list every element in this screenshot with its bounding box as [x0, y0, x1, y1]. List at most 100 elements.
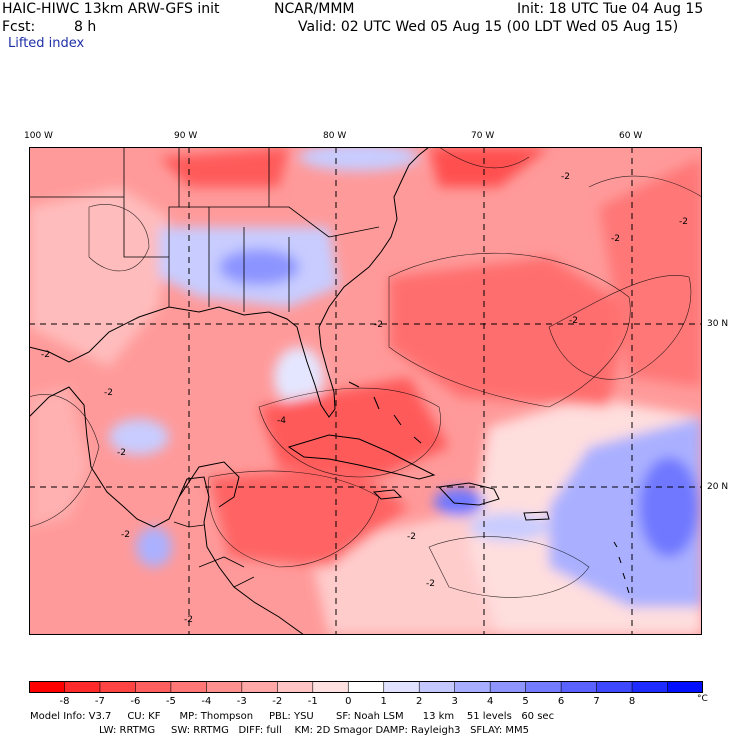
- cuba: [287, 434, 436, 480]
- contour-label: -2: [374, 320, 383, 330]
- lifted-index-map: -2 -2 -2 -2 -2 -2 -2 -4 -2 -2 -2 -2 -2: [29, 147, 702, 635]
- coastlines: [29, 147, 630, 635]
- colorbar-cell: [454, 681, 491, 693]
- contour-line: [428, 536, 590, 598]
- shade-blue-east-core: [639, 457, 699, 557]
- colorbar-label: 4: [487, 696, 494, 707]
- contours: [29, 147, 702, 598]
- colorbar-cell: [419, 681, 456, 693]
- colorbar-cell: [525, 681, 562, 693]
- colorbar-cell: [596, 681, 633, 693]
- colorbar-label: -2: [272, 696, 283, 707]
- colorbar-label: 6: [557, 696, 565, 707]
- shading-field: [29, 147, 702, 635]
- model-title: HAIC-HIWC 13km ARW-GFS init: [2, 1, 220, 17]
- shade-light-pink-west: [29, 187, 169, 367]
- contour-label: -2: [561, 172, 570, 182]
- contour-label-group: -2 -2 -2 -2 -2 -2 -2 -4 -2 -2 -2 -2 -2: [41, 172, 688, 625]
- field-name: Lifted index: [8, 36, 85, 51]
- shade-blue-yucatan: [136, 527, 172, 567]
- colorbar-label: 3: [451, 696, 458, 707]
- shade-red-florida-straits: [259, 377, 449, 477]
- contour-line: [208, 470, 380, 568]
- colorbar-label: 0: [345, 696, 352, 707]
- colorbar-label: 2: [416, 696, 423, 707]
- colorbar-cell: [206, 681, 243, 693]
- contour-line: [588, 175, 702, 198]
- hispaniola: [437, 482, 500, 506]
- contour-label: -2: [121, 530, 130, 540]
- colorbar-cell: [99, 681, 136, 693]
- contour-label: -2: [569, 316, 578, 326]
- yucatan-coast: [178, 461, 240, 508]
- init-time: Init: 18 UTC Tue 04 Aug 15: [517, 1, 704, 17]
- lat-label-30n: 30 N: [707, 319, 729, 329]
- lat-label-20n: 20 N: [707, 482, 729, 492]
- contour-label: -2: [117, 448, 126, 458]
- fcst-label: Fcst:: [2, 19, 36, 35]
- contour-label: -4: [277, 416, 286, 426]
- shade-blue-virginia: [299, 147, 419, 171]
- lon-label-80w: 80 W: [323, 131, 347, 141]
- contour-label: -2: [679, 217, 688, 227]
- colorbar-cell: [561, 681, 598, 693]
- lon-label-90w: 90 W: [174, 131, 198, 141]
- lon-label-100w: 100 W: [24, 131, 53, 141]
- contour-line: [548, 275, 692, 380]
- shade-blue-gulf: [109, 419, 169, 455]
- colorbar-label: -4: [201, 696, 212, 707]
- org-label: NCAR/MMM: [274, 1, 355, 17]
- colorbar-label: -8: [59, 696, 70, 707]
- lon-label-60w: 60 W: [619, 131, 643, 141]
- map-frame: [29, 147, 702, 635]
- contour-label: -2: [426, 579, 435, 589]
- shade-red-east-band: [599, 157, 702, 387]
- colorbar-label: -6: [130, 696, 141, 707]
- contour-line: [438, 147, 530, 169]
- shade-blue-alabama: [219, 249, 299, 285]
- colorbar-cell: [312, 681, 349, 693]
- contour-label: -2: [407, 532, 416, 542]
- colorbar-unit: °C: [697, 694, 708, 704]
- lon-label-70w: 70 W: [471, 131, 495, 141]
- lat-lon-grid: [29, 147, 702, 635]
- contour-line: [258, 387, 441, 478]
- colorbar-cell: [632, 681, 669, 693]
- colorbar-cell: [64, 681, 101, 693]
- colorbar-cells: [29, 681, 703, 693]
- valid-time: Valid: 02 UTC Wed 05 Aug 15 (00 LDT Wed …: [298, 19, 679, 35]
- colorbar: [29, 681, 703, 693]
- contour-line: [388, 252, 631, 408]
- colorbar-cell: [348, 681, 385, 693]
- puerto-rico: [523, 511, 550, 521]
- model-info-line2: LW: RRTMG SW: RRTMG DIFF: full KM: 2D Sm…: [99, 725, 529, 736]
- colorbar-label: 5: [522, 696, 529, 707]
- colorbar-label: -7: [94, 696, 105, 707]
- colorbar-cell: [383, 681, 420, 693]
- shade-red-atlantic: [389, 257, 629, 407]
- contour-label: -2: [611, 234, 620, 244]
- colorbar-cell: [241, 681, 278, 693]
- shade-white-gulf-west: [29, 387, 89, 527]
- colorbar-label: 8: [628, 696, 636, 707]
- colorbar-cell: [667, 681, 703, 693]
- colorbar-label: -1: [307, 696, 318, 707]
- lesser-antilles: [613, 541, 630, 594]
- mexico-coast: [29, 386, 305, 635]
- shade-blue-hispaniola: [434, 488, 484, 516]
- contour-label: -2: [184, 615, 193, 625]
- colorbar-label: 7: [593, 696, 600, 707]
- bahamas: [348, 381, 422, 444]
- colorbar-cell: [277, 681, 314, 693]
- shade-red-northwest: [159, 147, 289, 187]
- colorbar-label: -5: [165, 696, 176, 707]
- colorbar-cell: [29, 681, 65, 693]
- colorbar-label: 1: [380, 696, 387, 707]
- shade-red-northeast: [429, 147, 549, 187]
- colorbar-frame: [29, 681, 703, 693]
- colorbar-cell: [490, 681, 527, 693]
- colorbar-cell: [170, 681, 207, 693]
- central-america-borders: [173, 521, 255, 588]
- shade-blue-florida: [274, 347, 324, 407]
- colorbar-label: -3: [236, 696, 247, 707]
